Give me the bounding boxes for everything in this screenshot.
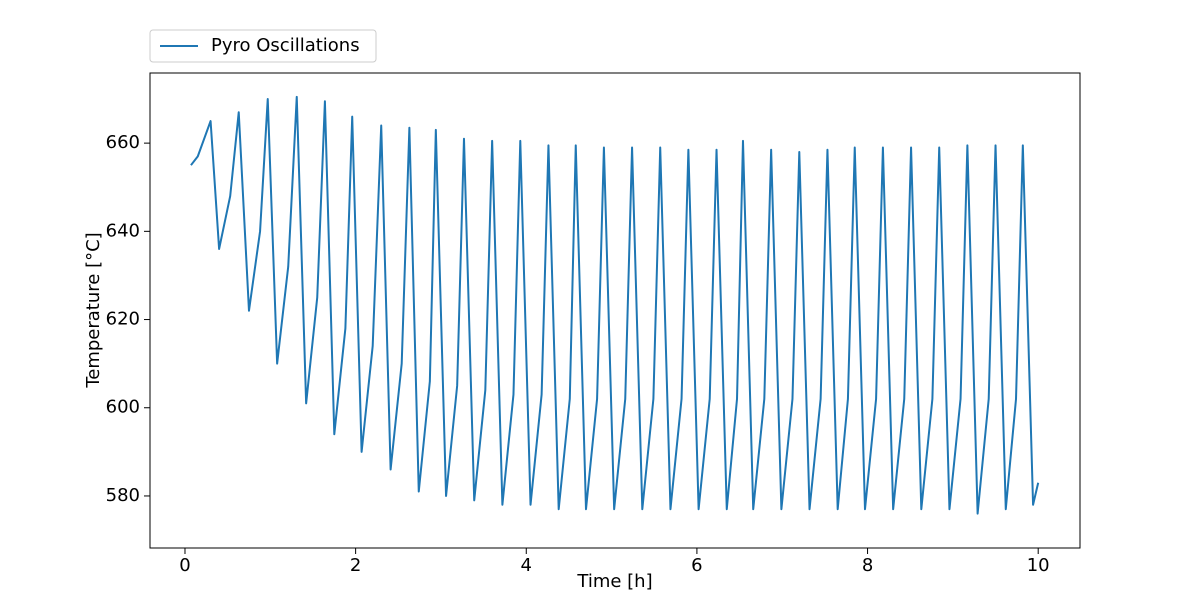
x-tick-label: 8 bbox=[862, 555, 873, 576]
x-axis-label: Time [h] bbox=[576, 571, 652, 592]
legend-label: Pyro Oscillations bbox=[211, 35, 360, 56]
plot-frame bbox=[149, 72, 1081, 549]
legend-box bbox=[149, 29, 377, 63]
y-axis-label: Temperature [°C] bbox=[83, 232, 104, 388]
x-tick-label: 6 bbox=[691, 555, 702, 576]
series-line bbox=[190, 95, 1040, 515]
y-tick-label: 600 bbox=[106, 397, 140, 418]
y-tick-label: 660 bbox=[106, 132, 140, 153]
y-tick-label: 580 bbox=[106, 485, 140, 506]
x-tick-label: 2 bbox=[350, 555, 361, 576]
y-tick-label: 620 bbox=[106, 309, 140, 330]
x-tick-label: 4 bbox=[521, 555, 532, 576]
x-tick-label: 10 bbox=[1027, 555, 1050, 576]
x-tick-label: 0 bbox=[179, 555, 190, 576]
y-tick-label: 640 bbox=[106, 220, 140, 241]
